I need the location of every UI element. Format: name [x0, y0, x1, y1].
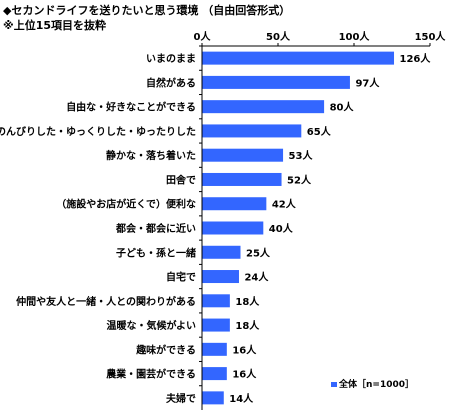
x-tick-label: 100人: [339, 30, 371, 43]
category-label: （施設やお店が近くで）便利な: [56, 198, 196, 211]
data-label: 14人: [229, 392, 254, 405]
data-label: 53人: [289, 149, 314, 162]
category-label: 静かな・落ち着いた: [106, 149, 196, 162]
category-label: 田舎で: [166, 173, 196, 186]
data-label: 97人: [355, 76, 380, 89]
bar: [202, 245, 241, 259]
legend-label: 全体［n=1000］: [338, 378, 414, 390]
data-label: 52人: [287, 173, 312, 186]
category-label: 夫婦で: [165, 392, 196, 405]
bar: [202, 51, 395, 65]
bar: [202, 221, 264, 235]
category-label: 温暖な・気候がよい: [107, 319, 197, 332]
category-label: 都会・都会に近い: [115, 222, 196, 235]
bar: [202, 172, 282, 186]
data-label: 18人: [235, 295, 260, 308]
data-label: 25人: [246, 246, 271, 259]
chart-title: ◆セカンドライフを送りたいと思う環境 （自由回答形式）: [3, 4, 291, 17]
data-label: 42人: [272, 198, 297, 211]
chart-subtitle: ※上位15項目を抜粋: [3, 19, 107, 32]
bar: [202, 124, 302, 138]
bar: [202, 318, 230, 332]
category-label: いまのまま: [146, 53, 196, 65]
data-label: 126人: [400, 52, 432, 65]
x-tick-label: 50人: [266, 30, 291, 43]
category-label: 自宅で: [166, 271, 196, 284]
data-label: 80人: [330, 101, 355, 114]
data-label: 16人: [232, 368, 257, 381]
bar: [202, 391, 224, 405]
category-label: 子ども・孫と一緒: [116, 246, 196, 259]
x-tick-label: 0人: [194, 30, 212, 43]
bar: [202, 75, 350, 89]
data-label: 18人: [235, 319, 260, 332]
x-tick-label: 150人: [415, 30, 447, 43]
bar: [202, 342, 227, 356]
bar: [202, 294, 230, 308]
legend-swatch: [331, 382, 337, 387]
bar: [202, 100, 325, 114]
category-label: のんびりした・ゆっくりした・ゆったりした: [0, 125, 196, 138]
category-label: 趣味ができる: [135, 343, 196, 356]
category-label: 仲間や友人と一緒・人との関わりがある: [16, 295, 196, 308]
data-label: 24人: [244, 271, 269, 284]
data-label: 40人: [269, 222, 294, 235]
category-label: 自由な・好きなことができる: [66, 101, 196, 114]
category-label: 農業・園芸ができる: [106, 368, 196, 381]
bar: [202, 148, 284, 162]
bar: [202, 270, 239, 284]
data-label: 16人: [232, 343, 257, 356]
bar: [202, 367, 227, 381]
bar: [202, 197, 267, 211]
data-label: 65人: [307, 125, 332, 138]
category-label: 自然がある: [146, 76, 196, 89]
